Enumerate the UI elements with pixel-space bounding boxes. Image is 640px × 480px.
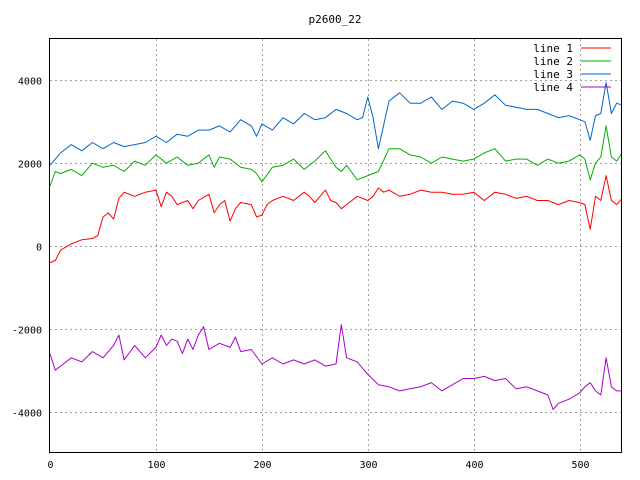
y-tick-label: -4000: [12, 409, 42, 420]
x-tick-label: 200: [253, 460, 271, 471]
series-line-3: [49, 82, 623, 166]
legend-label: line 3: [533, 68, 573, 81]
axis-frame: [49, 38, 622, 453]
x-tick-label: 100: [147, 460, 165, 471]
y-tick-label: 0: [36, 243, 42, 254]
grid: [50, 39, 622, 453]
legend-label: line 4: [533, 81, 573, 94]
series-line-1: [49, 175, 623, 264]
series-line-2: [49, 125, 623, 187]
y-tick-label: -2000: [12, 326, 42, 337]
x-tick-label: 300: [359, 460, 377, 471]
plot-area: [49, 82, 623, 410]
legend-label: line 1: [533, 42, 573, 55]
legend-label: line 2: [533, 55, 573, 68]
chart-title: p2600_22: [309, 13, 362, 26]
series-line-4: [49, 324, 622, 410]
y-tick-label: 4000: [18, 77, 42, 88]
x-tick-label: 400: [465, 460, 483, 471]
x-tick-label: 0: [47, 460, 53, 471]
y-tick-label: 2000: [18, 160, 42, 171]
x-tick-label: 500: [571, 460, 589, 471]
tick-labels: 0 100 200 300 400 500 -4000 -2000 0 2000 4000: [12, 77, 590, 472]
